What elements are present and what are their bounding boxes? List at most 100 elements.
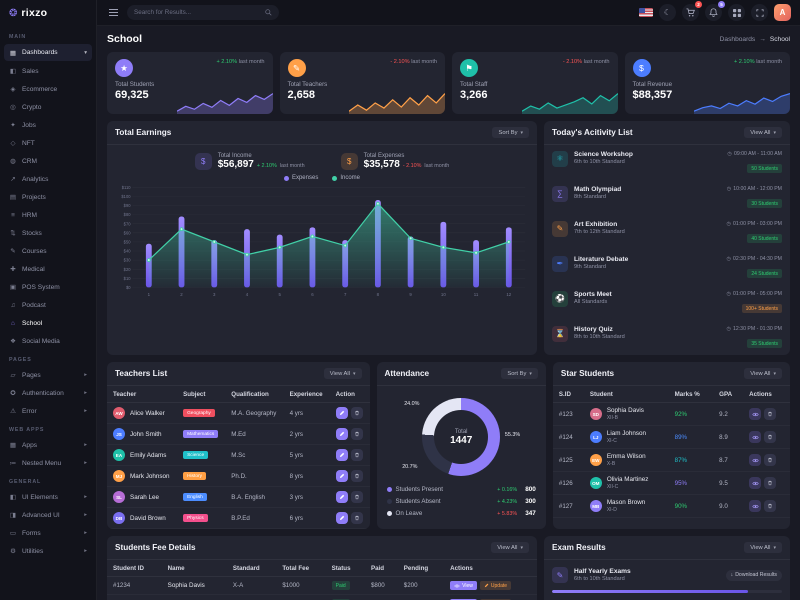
view-button[interactable] bbox=[749, 477, 762, 489]
sidebar-item[interactable]: ◨ Advanced UI ▸ bbox=[0, 506, 96, 524]
view-button[interactable] bbox=[749, 431, 762, 443]
view-button[interactable] bbox=[749, 500, 762, 512]
star-students-view-all-button[interactable]: View All bbox=[744, 368, 782, 379]
sidebar-item[interactable]: ◎ Crypto bbox=[0, 98, 96, 116]
sidebar-item[interactable]: ▱ Pages ▸ bbox=[0, 366, 96, 384]
exam-results-view-all-button[interactable]: View All bbox=[744, 542, 782, 553]
delete-button[interactable] bbox=[350, 428, 363, 440]
sidebar-item[interactable]: ≔ Nested Menu ▸ bbox=[0, 454, 96, 472]
notifications-button[interactable]: 5 bbox=[705, 1, 725, 21]
edit-button[interactable] bbox=[335, 428, 348, 440]
delete-button[interactable] bbox=[764, 454, 777, 466]
delete-button[interactable] bbox=[764, 500, 777, 512]
sidebar-item[interactable]: ▭ Forms ▸ bbox=[0, 524, 96, 542]
trash-icon bbox=[768, 411, 772, 417]
sidebar-item[interactable]: ◇ NFT bbox=[0, 134, 96, 152]
sidebar-item[interactable]: ✎ Courses bbox=[0, 242, 96, 260]
sidebar-item[interactable]: ⇅ Stocks bbox=[0, 224, 96, 242]
view-button[interactable]: View bbox=[450, 581, 477, 590]
student-name: Emma Wilson bbox=[606, 453, 646, 460]
sidebar-item[interactable]: ✚ Medical bbox=[0, 260, 96, 278]
sidebar-item-label: GENERAL bbox=[9, 479, 42, 485]
activity-item-time: ◷ 01:00 PM - 03:00 PM bbox=[726, 220, 782, 227]
row-teachers-attendance-stars: Teachers List View All TeacherSubjectQua… bbox=[107, 362, 790, 529]
fees-view-all-button[interactable]: View All bbox=[491, 542, 529, 553]
view-button[interactable] bbox=[749, 408, 762, 420]
download-results-button[interactable]: ↓ Download Results bbox=[725, 569, 782, 581]
dark-mode-toggle[interactable]: ☾ bbox=[659, 4, 676, 21]
delete-button[interactable] bbox=[350, 491, 363, 503]
search-input[interactable] bbox=[134, 9, 261, 16]
sidebar-item[interactable]: ◍ CRM bbox=[0, 152, 96, 170]
sidebar-item[interactable]: ◧ UI Elements ▸ bbox=[0, 488, 96, 506]
sidebar-item[interactable]: ◈ Ecommerce bbox=[0, 80, 96, 98]
edit-button[interactable] bbox=[335, 407, 348, 419]
menu-toggle-icon[interactable] bbox=[106, 6, 120, 20]
sidebar-item-label: Apps bbox=[22, 441, 38, 449]
sidebar-item[interactable]: ⌂ School bbox=[0, 314, 96, 332]
activity-item-subtitle: 8th to 10th Standard bbox=[574, 334, 625, 340]
delete-button[interactable] bbox=[764, 408, 777, 420]
edit-button[interactable] bbox=[335, 491, 348, 503]
teacher-name: John Smith bbox=[130, 430, 162, 438]
delete-button[interactable] bbox=[350, 407, 363, 419]
user-avatar[interactable]: A bbox=[774, 4, 791, 21]
activity-item[interactable]: ∑ Math Olympiad 8th Standard ◷ 10:00 AM -… bbox=[544, 180, 790, 215]
sidebar-item[interactable]: ⚙ Utilities ▸ bbox=[0, 542, 96, 560]
sidebar-item[interactable]: ▦ Apps ▸ bbox=[0, 436, 96, 454]
delete-button[interactable] bbox=[350, 470, 363, 482]
brand-logo[interactable]: ❂ rixzo bbox=[0, 0, 96, 26]
earnings-sort-button[interactable]: Sort By bbox=[492, 127, 529, 138]
svg-text:$60: $60 bbox=[124, 230, 131, 235]
sidebar-item[interactable]: ▤ Projects bbox=[0, 188, 96, 206]
sidebar-item[interactable]: ✪ Authentication ▸ bbox=[0, 384, 96, 402]
attendance-sort-button[interactable]: Sort By bbox=[501, 368, 538, 379]
page-header: School Dashboards → School bbox=[107, 33, 790, 45]
delete-button[interactable] bbox=[350, 449, 363, 461]
trash-icon bbox=[768, 480, 772, 486]
activity-item[interactable]: ✎ Art Exhibition 7th to 12th Standard ◷ 0… bbox=[544, 215, 790, 250]
update-button[interactable]: Update bbox=[479, 581, 512, 590]
sidebar-item[interactable]: ▦ Dashboards ▾ bbox=[4, 44, 92, 61]
stat-value: 2,658 bbox=[287, 89, 316, 101]
sidebar-item-label: Stocks bbox=[22, 229, 42, 237]
fee-paid: $750 bbox=[365, 595, 398, 600]
breadcrumb-parent[interactable]: Dashboards bbox=[719, 35, 756, 43]
apps-grid-button[interactable] bbox=[728, 4, 745, 21]
cart-button[interactable]: 2 bbox=[682, 1, 702, 21]
activity-item-subtitle: 6th to 10th Standard bbox=[574, 159, 625, 165]
edit-button[interactable] bbox=[335, 470, 348, 482]
activity-item[interactable]: ⚽ Sports Meet All Standards ◷ 01:00 PM - … bbox=[544, 285, 790, 320]
fees-title: Students Fee Details bbox=[115, 543, 196, 552]
column-header: Status bbox=[325, 560, 365, 577]
view-button[interactable] bbox=[749, 454, 762, 466]
us-flag-icon[interactable] bbox=[639, 8, 653, 17]
chevron-icon: ▸ bbox=[84, 460, 87, 466]
sidebar-item[interactable]: ↗ Analytics bbox=[0, 170, 96, 188]
activity-item[interactable]: ✒ Literature Debate 9th Standard ◷ 02:30 … bbox=[544, 250, 790, 285]
sidebar-item[interactable]: ≡ HRM bbox=[0, 206, 96, 224]
stat-delta: + 2.10% last month bbox=[733, 59, 782, 65]
fullscreen-button[interactable] bbox=[751, 4, 768, 21]
teachers-view-all-button[interactable]: View All bbox=[323, 368, 362, 379]
delete-button[interactable] bbox=[764, 431, 777, 443]
delete-button[interactable] bbox=[764, 477, 777, 489]
sidebar-item[interactable]: ⚠ Error ▸ bbox=[0, 402, 96, 420]
delete-button[interactable] bbox=[350, 512, 363, 524]
activity-students-badge: 35 Students bbox=[747, 339, 782, 348]
activity-item[interactable]: ⌛ History Quiz 8th to 10th Standard ◷ 12:… bbox=[544, 320, 790, 355]
sidebar-item[interactable]: ◧ Sales bbox=[0, 62, 96, 80]
sidebar-item[interactable]: ❖ Social Media bbox=[0, 332, 96, 350]
edit-button[interactable] bbox=[335, 449, 348, 461]
fee-pending: $250 bbox=[398, 595, 444, 600]
pencil-icon bbox=[339, 494, 344, 500]
edit-button[interactable] bbox=[335, 512, 348, 524]
sidebar-item[interactable]: ✦ Jobs bbox=[0, 116, 96, 134]
sidebar-item[interactable]: ▣ POS System bbox=[0, 278, 96, 296]
sidebar-item[interactable]: ♫ Podcast bbox=[0, 296, 96, 314]
expenses-delta: - 2.10% bbox=[402, 163, 422, 169]
fees-card-header: Students Fee Details View All bbox=[107, 536, 537, 560]
star-student-row: #127 MB Mason Brown XI-D 90% 9.0 bbox=[553, 495, 790, 518]
activity-item[interactable]: ⚛ Science Workshop 6th to 10th Standard … bbox=[544, 145, 790, 180]
activity-view-all-button[interactable]: View All bbox=[744, 127, 782, 138]
